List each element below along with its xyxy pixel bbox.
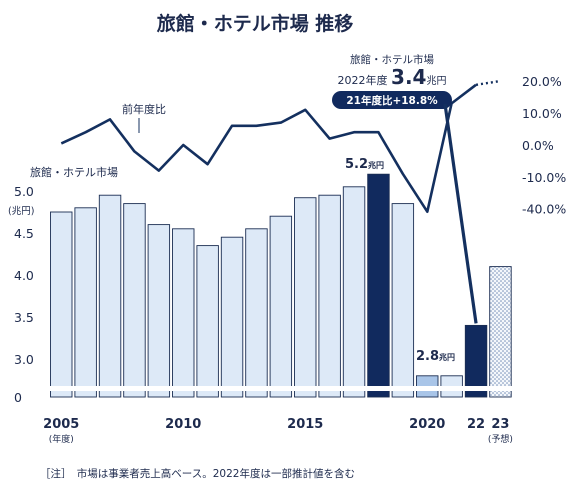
x-tick-sublabel: (年度) xyxy=(49,433,74,445)
left-axis: 5.0 4.5 4.0 3.5 3.0 0 (兆円) xyxy=(8,184,34,405)
callout-value-line: 2022年度 3.4兆円 xyxy=(338,65,447,89)
bar-2022 xyxy=(464,324,488,398)
bar-2008 xyxy=(123,203,146,398)
bar-2015 xyxy=(294,197,317,398)
callout-pointer xyxy=(443,103,478,324)
right-tick-label: 0.0% xyxy=(522,138,554,153)
yoy-line xyxy=(60,83,477,213)
peak-value: 5.2 xyxy=(345,157,368,172)
bar-2011 xyxy=(196,245,219,398)
x-tick-label: 2010 xyxy=(165,417,201,432)
axis-break xyxy=(44,386,514,391)
left-axis-unit: (兆円) xyxy=(8,206,34,217)
bar-2012 xyxy=(220,236,244,398)
callout-value: 3.4 xyxy=(391,65,426,89)
left-tick-label: 5.0 xyxy=(14,184,34,199)
low-value: 2.8 xyxy=(416,349,439,364)
peak-label: 5.2兆円 xyxy=(345,157,384,172)
left-tick-label: 0 xyxy=(14,390,22,405)
bar-2009 xyxy=(147,224,171,398)
right-tick-label: 10.0% xyxy=(522,106,562,121)
bar-2017 xyxy=(342,186,366,398)
x-tick-label: 2005 xyxy=(43,417,79,432)
right-tick-label: 20.0% xyxy=(522,74,562,89)
bar-series-label: 旅館・ホテル市場 xyxy=(30,165,118,179)
bar-2006 xyxy=(74,207,97,398)
x-tick-label: 22 xyxy=(467,417,485,432)
x-tick-label: 23 xyxy=(491,417,509,432)
low-label: 2.8兆円 xyxy=(416,349,455,364)
callout-badge: 21年度比+18.8% xyxy=(346,94,438,107)
x-tick-sublabel: (予想) xyxy=(488,433,513,445)
yoy-line-forecast xyxy=(475,79,501,87)
footnote: ［注］ 市場は事業者売上高ベース。2022年度は一部推計値を含む xyxy=(40,467,355,480)
left-tick-label: 3.5 xyxy=(14,310,34,325)
callout-unit: 兆円 xyxy=(426,75,446,87)
left-tick-label: 4.0 xyxy=(14,268,34,283)
bar-2018 xyxy=(367,173,390,398)
x-tick-label: 2020 xyxy=(409,417,445,432)
bar-2014 xyxy=(269,215,293,398)
bar-group xyxy=(50,173,512,398)
right-axis: 20.0% 10.0% 0.0% -10.0% -40.0% xyxy=(522,74,566,217)
bar-2007 xyxy=(98,194,122,398)
bar-2013 xyxy=(245,228,268,398)
callout-year: 2022年度 xyxy=(338,73,392,87)
yoy-line-group xyxy=(60,79,501,213)
bar-2010 xyxy=(172,228,195,398)
left-tick-label: 3.0 xyxy=(14,352,34,367)
callout-title: 旅館・ホテル市場 xyxy=(350,53,434,66)
bar-2016 xyxy=(318,194,341,398)
bar-2019 xyxy=(391,203,415,398)
chart-title: 旅館・ホテル市場 推移 xyxy=(157,12,354,35)
x-tick-label: 2015 xyxy=(287,417,323,432)
right-tick-label: -40.0% xyxy=(522,202,566,217)
callout-badge-bg xyxy=(332,91,452,109)
low-unit: 兆円 xyxy=(439,352,455,362)
left-tick-label: 4.5 xyxy=(14,226,34,241)
line-series-label: 前年度比 xyxy=(122,102,166,116)
right-tick-label: -10.0% xyxy=(522,170,566,185)
bar-2023 xyxy=(489,266,512,398)
x-axis: 2005(年度) 2010 2015 2020 22 23(予想) xyxy=(43,417,513,445)
peak-unit: 兆円 xyxy=(368,160,384,170)
bar-2005 xyxy=(50,211,73,398)
